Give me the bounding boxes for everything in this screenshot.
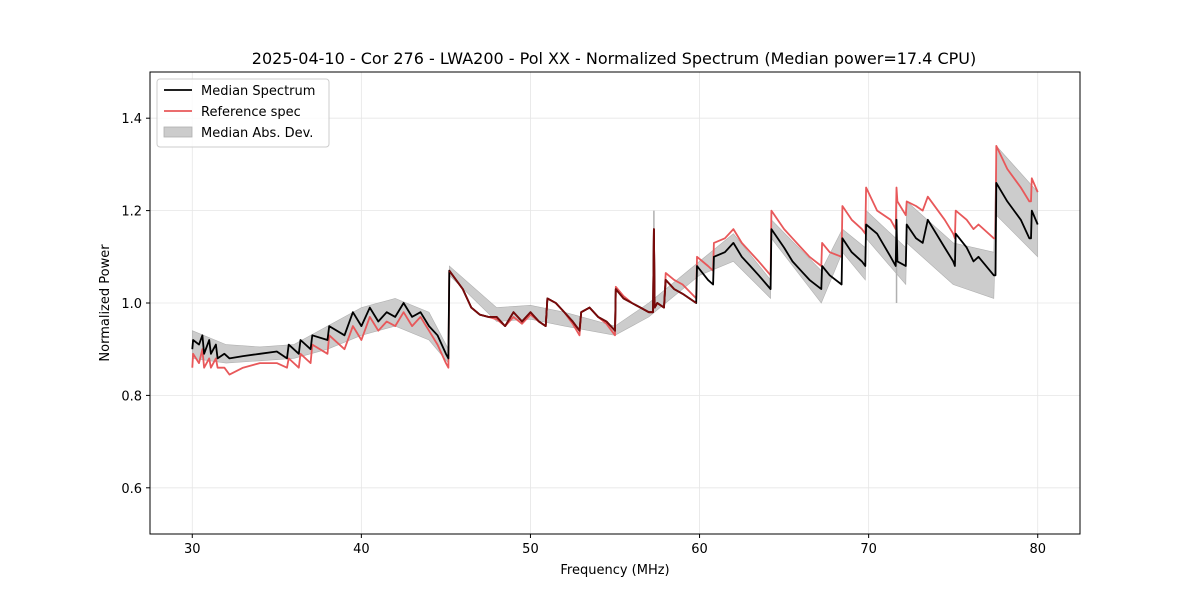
series-group	[191, 144, 1039, 376]
y-tick-label: 0.6	[121, 482, 142, 497]
legend-label-mad: Median Abs. Dev.	[201, 126, 313, 141]
x-axis: 30 40 50 60 70 80	[184, 534, 1046, 557]
x-tick-label: 40	[353, 542, 370, 557]
x-tick-label: 60	[691, 542, 708, 557]
y-tick-label: 1.0	[121, 297, 142, 312]
x-axis-label: Frequency (MHz)	[560, 563, 669, 578]
y-tick-label: 1.4	[121, 112, 142, 127]
legend-box	[156, 78, 330, 148]
x-tick-label: 70	[860, 542, 877, 557]
grid	[150, 72, 1080, 534]
x-tick-label: 50	[522, 542, 539, 557]
y-tick-label: 1.2	[121, 205, 142, 220]
legend-label-median: Median Spectrum	[201, 84, 315, 99]
legend: Median Spectrum Reference spec Median Ab…	[156, 78, 330, 148]
series-overlap-segment	[448, 228, 697, 332]
y-axis-label: Normalized Power	[98, 244, 113, 362]
y-tick-label: 0.8	[121, 389, 142, 404]
legend-label-reference: Reference spec	[201, 105, 301, 120]
x-tick-label: 30	[184, 542, 201, 557]
x-tick-label: 80	[1029, 542, 1046, 557]
chart-title: 2025-04-10 - Cor 276 - LWA200 - Pol XX -…	[252, 49, 976, 68]
y-axis: 0.6 0.8 1.0 1.2 1.4	[121, 112, 150, 497]
legend-swatch-mad	[163, 126, 193, 138]
